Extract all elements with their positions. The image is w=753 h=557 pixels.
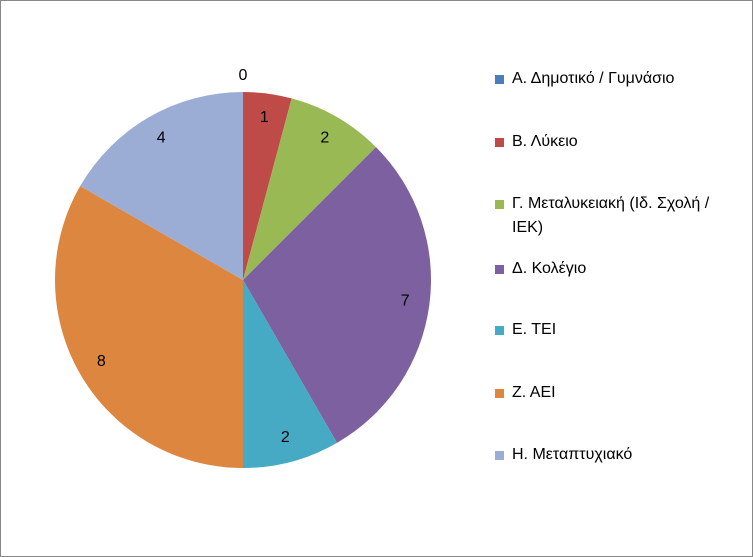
pie-slice [243, 280, 337, 468]
pie-slice [243, 147, 431, 443]
pie-slice [80, 91, 243, 280]
legend-entry: Δ. Κολέγιο [495, 257, 725, 281]
data-label: 8 [97, 353, 106, 370]
legend-swatch [495, 451, 504, 460]
pie-slice [243, 98, 376, 280]
legend-entry: Ζ. ΑΕΙ [495, 381, 725, 405]
data-label: 2 [281, 429, 290, 446]
legend-label: Ε. ΤΕΙ [512, 321, 557, 338]
legend-label: Γ. Μεταλυκειακή (Ιδ. Σχολή /ΙΕΚ) [512, 195, 710, 236]
legend-label: Δ. Κολέγιο [512, 260, 587, 277]
legend-label: Η. Μεταπτυχιακό [512, 446, 633, 463]
data-label: 0 [239, 67, 248, 84]
legend-entry: Ε. ΤΕΙ [495, 318, 725, 342]
pie-slice [243, 92, 292, 280]
legend-entry: Γ. Μεταλυκειακή (Ιδ. Σχολή /ΙΕΚ) [495, 192, 725, 240]
data-label: 1 [260, 109, 269, 126]
pie-slice [54, 186, 244, 468]
data-label: 7 [401, 293, 410, 310]
legend-swatch [495, 75, 504, 84]
legend-swatch [495, 200, 504, 209]
legend-swatch [495, 326, 504, 335]
legend-entry: Α. Δημοτικό / Γυμνάσιο [495, 67, 725, 91]
data-label: 4 [157, 130, 166, 147]
legend-swatch [495, 265, 504, 274]
legend-entry: Β. Λύκειο [495, 130, 725, 154]
legend-swatch [495, 389, 504, 398]
legend-label: Α. Δημοτικό / Γυμνάσιο [512, 70, 675, 87]
legend-label: Ζ. ΑΕΙ [512, 384, 556, 401]
legend-swatch [495, 138, 504, 147]
legend-entry: Η. Μεταπτυχιακό [495, 443, 725, 467]
legend-label: Β. Λύκειο [512, 133, 578, 150]
data-label: 2 [320, 130, 329, 147]
